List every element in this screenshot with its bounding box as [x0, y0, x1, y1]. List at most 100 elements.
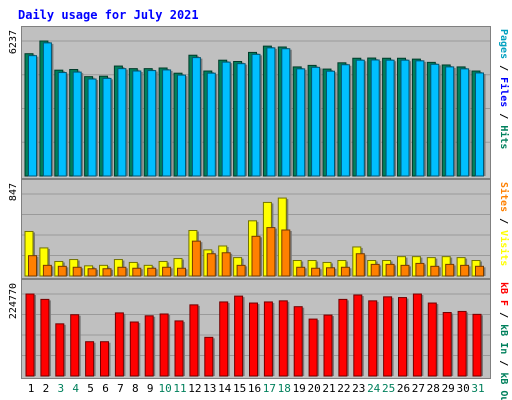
panel-visits-sites: 847 Sites / Visits: [8, 179, 510, 279]
bar-files-day-2: [42, 42, 52, 177]
day-label-7: 7: [117, 382, 124, 395]
bar-files-day-31: [475, 72, 484, 177]
bar-sites-day-9: [147, 267, 157, 277]
bar-kb-f-day-24: [368, 300, 378, 377]
bar-sites-day-5: [87, 268, 97, 277]
bar-kb-f-day-5: [85, 341, 95, 377]
bar-sites-day-15: [236, 264, 246, 277]
bar-files-day-12: [191, 57, 201, 177]
bar-files-day-16: [251, 53, 261, 177]
bar-files-day-21: [326, 70, 335, 177]
legend-entry: Visits: [498, 230, 510, 266]
day-label-31: 31: [471, 382, 484, 395]
bar-sites-day-19: [296, 266, 306, 277]
day-label-27: 27: [412, 382, 425, 395]
bar-files-day-15: [236, 63, 246, 177]
bar-kb-f-day-8: [129, 321, 139, 377]
bar-kb-f-day-12: [189, 304, 199, 377]
legend-entry: /: [498, 59, 509, 77]
day-label-17: 17: [263, 382, 276, 395]
bar-sites-day-30: [460, 264, 470, 277]
bar-sites-day-20: [311, 267, 321, 277]
bar-files-day-28: [430, 63, 440, 177]
day-label-21: 21: [322, 382, 335, 395]
panel-max-label: 224770: [8, 283, 19, 319]
day-label-30: 30: [456, 382, 469, 395]
bar-sites-day-11: [177, 267, 186, 277]
bar-files-day-26: [400, 59, 410, 177]
bar-kb-f-day-29: [442, 312, 452, 377]
bar-files-day-8: [132, 70, 142, 177]
bar-sites-day-28: [430, 265, 440, 277]
panel-hits-files: 6237 Pages / Files / Hits: [8, 26, 510, 179]
bar-kb-f-day-19: [293, 306, 303, 377]
legend-entry: kB Out: [498, 372, 509, 400]
day-label-10: 10: [158, 382, 171, 395]
bar-kb-f-day-26: [398, 297, 407, 377]
panel-kbytes: 224770 kB F / kB In / kB Out: [8, 279, 509, 400]
bar-sites-day-14: [221, 252, 231, 277]
bar-kb-f-day-27: [412, 293, 422, 377]
day-label-26: 26: [397, 382, 410, 395]
day-label-24: 24: [367, 382, 381, 395]
day-label-28: 28: [427, 382, 440, 395]
bar-kb-f-day-20: [308, 318, 318, 377]
legend-entry: /: [498, 212, 509, 230]
bar-kb-f-day-21: [323, 314, 333, 377]
bar-sites-day-17: [266, 227, 276, 277]
bar-sites-day-29: [445, 263, 455, 277]
bar-kb-f-day-10: [159, 313, 169, 377]
bar-sites-day-22: [340, 266, 350, 277]
day-label-12: 12: [188, 382, 201, 395]
bar-kb-f-day-14: [219, 301, 229, 377]
bar-sites-day-18: [281, 229, 291, 277]
bar-sites-day-31: [475, 265, 484, 277]
bar-kb-f-day-11: [174, 320, 184, 377]
bar-files-day-18: [281, 48, 291, 177]
bar-kb-f-day-22: [338, 298, 348, 377]
bar-files-day-25: [385, 59, 395, 177]
day-label-19: 19: [293, 382, 306, 395]
legend-entry: Hits: [498, 125, 510, 149]
day-label-20: 20: [307, 382, 320, 395]
legend-entry: Files: [498, 77, 510, 107]
bar-files-day-19: [296, 68, 306, 177]
bar-kb-f-day-1: [25, 293, 35, 377]
bar-files-day-14: [221, 61, 231, 177]
day-label-9: 9: [147, 382, 154, 395]
bar-kb-f-day-7: [114, 312, 124, 377]
chart-title: Daily usage for July 2021: [18, 8, 199, 22]
bar-files-day-5: [87, 78, 97, 177]
legend-entry: kB In: [498, 324, 509, 354]
panel-max-label: 847: [8, 183, 19, 201]
bar-kb-f-day-9: [144, 315, 154, 377]
bar-kb-f-day-13: [204, 336, 214, 377]
day-label-14: 14: [218, 382, 232, 395]
panel-legend: Sites / Visits: [498, 182, 510, 266]
bar-files-day-6: [102, 77, 112, 177]
bar-sites-day-2: [42, 264, 52, 277]
legend-entry: /: [498, 107, 509, 125]
bar-sites-day-8: [132, 267, 142, 277]
bar-kb-f-day-3: [55, 323, 65, 377]
bar-sites-day-3: [57, 265, 67, 277]
bar-kb-f-day-15: [234, 295, 244, 377]
bar-sites-day-4: [72, 266, 82, 277]
legend-entry: kB F: [498, 282, 509, 306]
bar-files-day-4: [72, 71, 82, 177]
bar-sites-day-13: [206, 253, 216, 277]
bar-sites-day-16: [251, 235, 261, 277]
bar-files-day-13: [206, 72, 216, 177]
day-label-3: 3: [57, 382, 64, 395]
bar-files-day-17: [266, 47, 276, 177]
day-label-8: 8: [132, 382, 139, 395]
bar-kb-f-day-31: [472, 313, 482, 377]
bar-files-day-11: [177, 74, 186, 177]
bar-kb-f-day-18: [278, 300, 288, 377]
day-label-29: 29: [442, 382, 455, 395]
bar-files-day-1: [28, 55, 37, 177]
bar-kb-f-day-4: [70, 314, 80, 377]
bar-sites-day-27: [415, 262, 425, 277]
bar-files-day-20: [311, 66, 321, 177]
